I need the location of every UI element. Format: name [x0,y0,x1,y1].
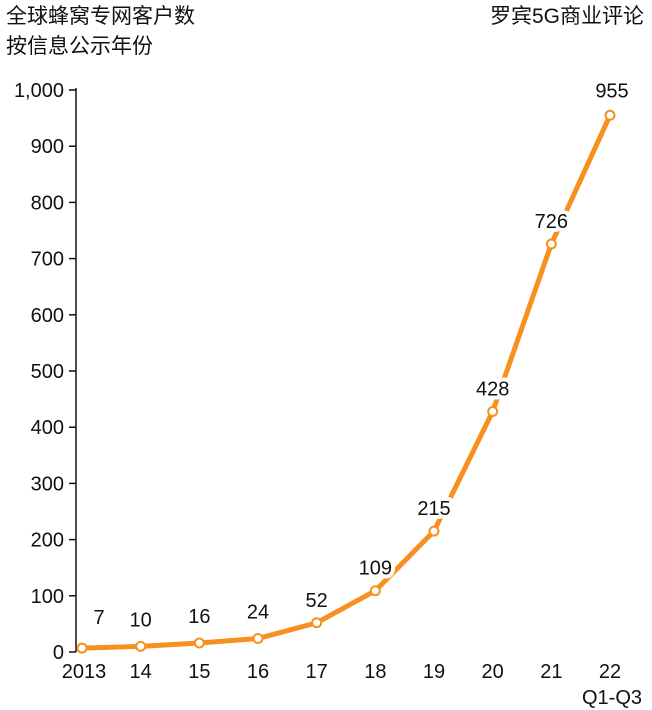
x-tick-label: 18 [364,661,386,683]
data-label: 215 [417,498,450,520]
y-tick-label: 300 [31,473,64,495]
x-tick-label: 15 [188,661,210,683]
y-tick-label: 0 [53,642,64,664]
data-point [604,109,616,121]
x-tick-label: 14 [130,661,152,683]
y-tick-label: 1,000 [14,80,64,102]
y-tick-label: 900 [31,136,64,158]
y-tick-label: 200 [31,530,64,552]
y-tick-label: 700 [31,249,64,271]
title-line-2: 按信息公示年份 [6,35,153,58]
x-tick-label: 19 [423,661,445,683]
data-label-halo: 10 [130,609,152,631]
data-label: 955 [595,80,628,102]
y-tick-label: 500 [31,361,64,383]
data-label: 428 [476,378,509,400]
data-point [193,637,205,649]
data-point [76,642,88,654]
data-label-halo: 955 [595,80,628,102]
y-tick-label: 800 [31,192,64,214]
x-tick-label: 20 [482,661,504,683]
data-label-halo: 52 [306,590,328,612]
data-label: 16 [188,606,210,628]
title-line-1: 全球蜂窝专网客户数 [6,5,195,28]
y-tick-label: 100 [31,586,64,608]
data-point [311,617,323,629]
x-tick-label: 22 [599,661,621,683]
data-label: 10 [130,609,152,631]
data-label-halo: 109 [359,558,392,580]
data-point [428,525,440,537]
y-tick-label: 600 [31,305,64,327]
data-label: 24 [247,602,269,624]
data-label-halo: 428 [476,378,509,400]
data-label: 109 [359,558,392,580]
data-label: 52 [306,590,328,612]
data-point [545,238,557,250]
data-label-halo: 16 [188,606,210,628]
x-tick-label: 2013 [62,661,107,683]
x-tick-sublabel: Q1-Q3 [582,687,642,709]
data-label: 726 [535,211,568,233]
data-point [369,585,381,597]
chart-title: 全球蜂窝专网客户数 按信息公示年份 [6,2,195,62]
x-tick-label: 17 [306,661,328,683]
series-line [79,112,613,651]
data-point [487,405,499,417]
axes: 0 100 200 300 400 500 600 700 800 900 1,000 2013 14 1… [14,80,642,709]
data-point [135,640,147,652]
data-label-halo: 215 [417,498,450,520]
data-label-halo: 726 [535,211,568,233]
source-label: 罗宾5G商业评论 [489,5,644,28]
data-point [252,633,264,645]
series-line-group [76,109,616,654]
x-tick-label: 21 [540,661,562,683]
data-label-halo: 24 [247,602,269,624]
data-label: 7 [93,607,104,629]
x-tick-label: 16 [247,661,269,683]
data-label-halo: 7 [93,607,104,629]
y-tick-label: 400 [31,417,64,439]
